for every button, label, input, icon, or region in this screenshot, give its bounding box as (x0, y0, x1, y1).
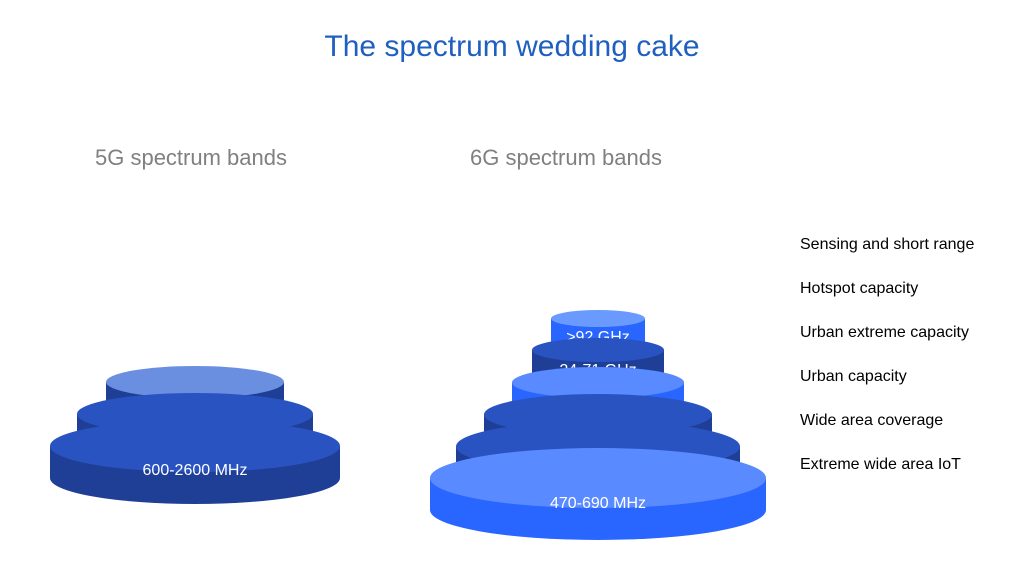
tier-label: 600-2600 MHz (50, 462, 340, 480)
legend-item: Extreme wide area IoT (800, 456, 961, 474)
column-title-5g: 5G spectrum bands (95, 145, 287, 171)
page-title: The spectrum wedding cake (0, 30, 1024, 64)
legend-item: Wide area coverage (800, 412, 943, 430)
legend-item: Urban extreme capacity (800, 324, 969, 342)
infographic-canvas: The spectrum wedding cake 5G spectrum ba… (0, 0, 1024, 576)
legend-item: Hotspot capacity (800, 280, 918, 298)
legend-item: Sensing and short range (800, 236, 974, 254)
legend-item: Urban capacity (800, 368, 907, 386)
column-title-6g: 6G spectrum bands (470, 145, 662, 171)
tier-label: 470-690 MHz (430, 495, 766, 513)
